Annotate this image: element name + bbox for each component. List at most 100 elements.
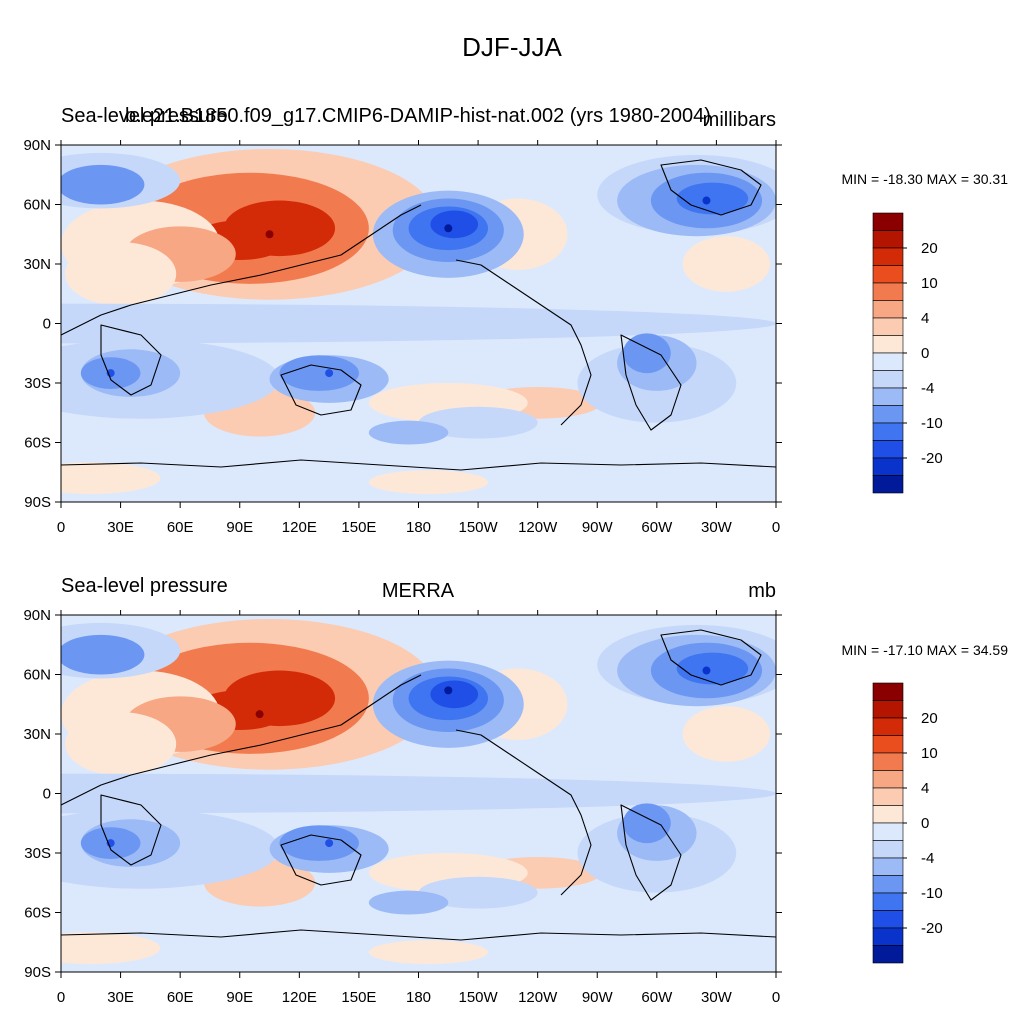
pressure-contour xyxy=(61,634,145,675)
pressure-contour xyxy=(368,420,449,445)
colorbar-swatch xyxy=(872,770,904,789)
colorbar-label: -10 xyxy=(921,885,943,902)
x-tick-label: 120W xyxy=(518,989,558,1006)
x-tick-label: 150W xyxy=(458,989,498,1006)
x-tick-label: 30W xyxy=(701,519,733,536)
colorbar-label: 0 xyxy=(921,345,929,362)
colorbar-label: 4 xyxy=(921,310,929,327)
feature-siberian-high xyxy=(255,710,264,719)
x-tick-label: 90E xyxy=(226,519,253,536)
panel-title-right: mb xyxy=(748,580,776,602)
coastline xyxy=(61,929,776,941)
x-tick-label: 90E xyxy=(226,989,253,1006)
coastline xyxy=(100,794,162,866)
colorbar-swatch xyxy=(872,735,904,754)
y-tick-label: 90S xyxy=(24,494,51,511)
colorbar-swatch xyxy=(872,805,904,824)
colorbar-label: 4 xyxy=(921,780,929,797)
y-tick-label: 30S xyxy=(24,845,51,862)
pressure-contour xyxy=(368,470,489,495)
pressure-contour xyxy=(682,706,771,762)
colorbar-swatch xyxy=(872,440,904,459)
feature-icelandic-low xyxy=(702,666,711,675)
pressure-contour xyxy=(279,355,359,391)
y-tick-label: 90N xyxy=(23,137,51,154)
x-tick-label: 180 xyxy=(406,989,431,1006)
colorbar-label: -10 xyxy=(921,415,943,432)
colorbar-label: -4 xyxy=(921,380,934,397)
pressure-contour xyxy=(623,803,671,844)
colorbar-swatch xyxy=(872,265,904,284)
colorbar-swatch xyxy=(872,352,904,371)
pressure-contour xyxy=(61,932,161,965)
coastline xyxy=(280,834,362,886)
colorbar-swatch xyxy=(872,230,904,249)
y-tick-label: 30S xyxy=(24,375,51,392)
x-tick-label: 120E xyxy=(282,989,317,1006)
pressure-contour xyxy=(61,462,161,495)
y-tick-label: 0 xyxy=(43,786,51,803)
coastline xyxy=(455,729,592,896)
colorbar-swatch xyxy=(872,370,904,389)
x-tick-label: 60W xyxy=(641,519,673,536)
coastline xyxy=(100,324,162,396)
x-tick-label: 150E xyxy=(341,519,376,536)
y-tick-label: 60N xyxy=(23,667,51,684)
colorbar-label: 0 xyxy=(921,815,929,832)
y-tick-label: 30N xyxy=(23,256,51,273)
coastline xyxy=(620,804,682,901)
pressure-contour xyxy=(61,303,776,344)
colorbar-swatch xyxy=(872,857,904,876)
y-tick-label: 90S xyxy=(24,964,51,981)
colorbar-label: 20 xyxy=(921,240,938,257)
colorbar: 20 10 4 0 -4 -10 -20 xyxy=(872,212,943,494)
x-tick-label: 150E xyxy=(341,989,376,1006)
pressure-contour xyxy=(623,333,671,374)
panel-model: Sea-level pressure b.e21.B1850.f09_g17.C… xyxy=(23,105,1008,536)
x-tick-label: 120E xyxy=(282,519,317,536)
colorbar: 20 10 4 0 -4 -10 -20 xyxy=(872,682,943,964)
colorbar-swatch xyxy=(872,387,904,406)
colorbar-label: 10 xyxy=(921,275,938,292)
x-tick-label: 120W xyxy=(518,519,558,536)
x-tick-label: 30E xyxy=(107,519,134,536)
pressure-contour xyxy=(430,210,479,239)
x-tick-label: 180 xyxy=(406,519,431,536)
map-plot xyxy=(60,614,777,973)
pressure-contour xyxy=(430,680,479,709)
coastline xyxy=(455,259,592,426)
colorbar-swatch xyxy=(872,247,904,266)
colorbar-swatch xyxy=(872,212,904,231)
colorbar-swatch xyxy=(872,910,904,929)
y-tick-label: 0 xyxy=(43,316,51,333)
coastline xyxy=(61,459,776,471)
x-tick-label: 30W xyxy=(701,989,733,1006)
x-tick-label: 90W xyxy=(582,519,614,536)
x-tick-label: 60E xyxy=(167,989,194,1006)
panel-merra: Sea-level pressure MERRA mb MIN = -17.10… xyxy=(23,575,1008,1006)
colorbar-swatch xyxy=(872,892,904,911)
feature-australia xyxy=(325,369,334,378)
coastline xyxy=(620,334,682,431)
pressure-contour xyxy=(418,406,538,439)
colorbar-swatch xyxy=(872,787,904,806)
colorbar-label: -20 xyxy=(921,920,943,937)
colorbar-swatch xyxy=(872,700,904,719)
pressure-contour xyxy=(368,940,489,965)
colorbar-swatch xyxy=(872,927,904,946)
colorbar-label: -4 xyxy=(921,850,934,867)
panel-title-left: Sea-level pressure xyxy=(61,105,228,127)
pressure-contour xyxy=(279,825,359,861)
x-tick-label: 90W xyxy=(582,989,614,1006)
x-tick-label: 0 xyxy=(772,989,780,1006)
colorbar-swatch xyxy=(872,945,904,964)
map-axes: 0 30E 60E 90E 120E 150E 180 150W 120W 90W 60W 30W 09… xyxy=(23,137,782,536)
colorbar-swatch xyxy=(872,475,904,494)
colorbar-swatch xyxy=(872,682,904,701)
x-tick-label: 150W xyxy=(458,519,498,536)
colorbar-swatch xyxy=(872,752,904,771)
colorbar-label: 20 xyxy=(921,710,938,727)
pressure-contour xyxy=(682,236,771,292)
colorbar-swatch xyxy=(872,335,904,354)
panel-title-center: MERRA xyxy=(382,580,455,602)
